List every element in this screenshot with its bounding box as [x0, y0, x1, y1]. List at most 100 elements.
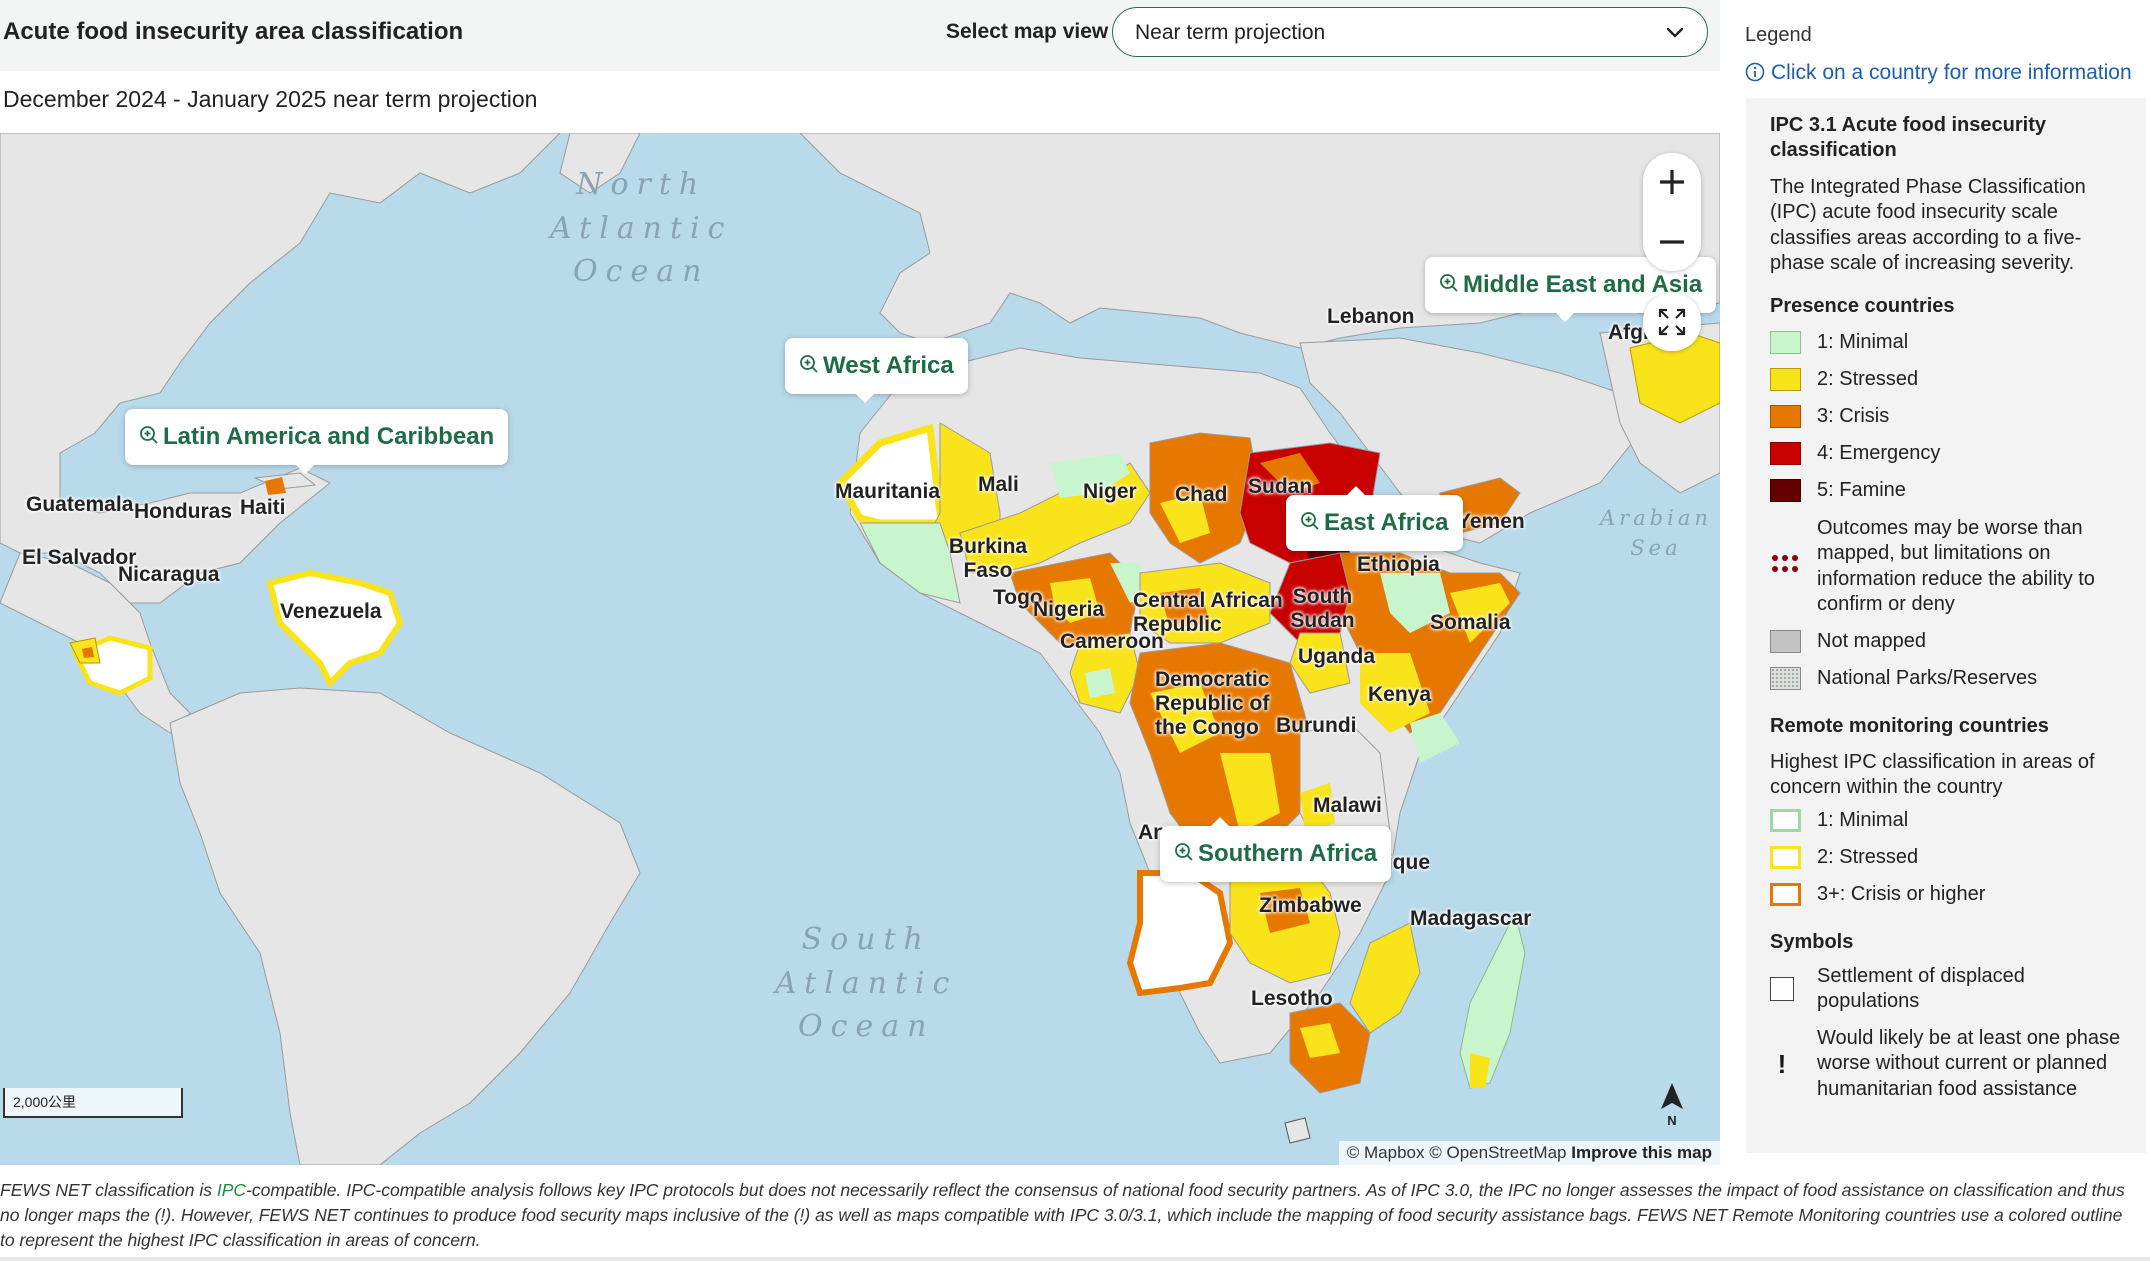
map-view-select-value: Near term projection: [1135, 21, 1326, 44]
mapbox-link[interactable]: © Mapbox: [1346, 1143, 1425, 1162]
legend-remote-stressed: 2: Stressed: [1770, 846, 1918, 869]
place-label-cameroon: Cameroon: [1060, 630, 1164, 653]
legend-outcomes-worse: Outcomes may be worse than mapped, but l…: [1770, 516, 2137, 618]
legend-label: Outcomes may be worse than mapped, but l…: [1817, 517, 2095, 616]
map-canvas[interactable]: North Atlantic Ocean South Atlantic Ocea…: [0, 133, 1720, 1165]
ocean-label-south-atlantic: South Atlantic Ocean: [775, 918, 957, 1049]
place-label-yemen: Yemen: [1457, 510, 1525, 533]
place-label-lesotho: Lesotho: [1251, 987, 1333, 1010]
country-info-text: Click on a country for more information: [1771, 61, 2132, 84]
place-label-central-african-republic: Central African Republic: [1133, 589, 1283, 637]
page-title: Acute food insecurity area classificatio…: [3, 18, 464, 45]
ocean-line: Arabian: [1600, 506, 1712, 530]
zoom-in-icon: [139, 424, 159, 452]
country-info-link[interactable]: Click on a country for more information: [1745, 61, 2132, 88]
ipc-description: The Integrated Phase Classification (IPC…: [1770, 176, 2086, 275]
osm-link[interactable]: © OpenStreetMap: [1429, 1143, 1567, 1162]
place-label-sudan: Sudan: [1248, 475, 1313, 498]
region-button-label: Southern Africa: [1198, 840, 1378, 867]
legend-label: 1: Minimal: [1817, 331, 1909, 353]
plus-icon: [1660, 170, 1684, 194]
place-label-mali: Mali: [978, 473, 1019, 496]
legend-label: 2: Stressed: [1817, 368, 1919, 390]
legend-presence-stressed: 2: Stressed: [1770, 368, 1918, 391]
zoom-out-button[interactable]: [1643, 213, 1701, 271]
legend-label: 2: Stressed: [1817, 846, 1919, 868]
region-button-west-africa[interactable]: West Africa: [785, 338, 968, 403]
place-label-nicaragua: Nicaragua: [118, 563, 220, 586]
legend-heading: Legend: [1745, 24, 1812, 46]
symbols-title: Symbols: [1770, 931, 1854, 953]
north-label: N: [1667, 1113, 1676, 1127]
place-label-uganda: Uganda: [1298, 645, 1376, 668]
legend-label: 1: Minimal: [1817, 809, 1909, 831]
swatch-not-mapped: [1770, 630, 1801, 653]
legend-not-mapped: Not mapped: [1770, 630, 1926, 653]
place-label-south-sudan: South Sudan: [1290, 585, 1355, 633]
chevron-down-icon: [1665, 22, 1685, 47]
map-view-label: Select map view: [946, 20, 1109, 43]
place-label-niger: Niger: [1083, 480, 1137, 503]
region-button-label: East Africa: [1324, 509, 1449, 536]
legend-label: National Parks/Reserves: [1817, 667, 2038, 689]
place-label-zimbabwe: Zimbabwe: [1259, 894, 1362, 917]
ocean-line: North: [576, 167, 707, 202]
legend-label: Would likely be at least one phase worse…: [1817, 1027, 2121, 1100]
map-view-select[interactable]: Near term projection: [1112, 7, 1708, 57]
legend-remote-crisis: 3+: Crisis or higher: [1770, 883, 1985, 906]
legend-settlement: Settlement of displaced populations: [1770, 964, 2117, 1015]
legend-presence-crisis: 3: Crisis: [1770, 405, 1889, 428]
region-button-latin-america[interactable]: Latin America and Caribbean: [125, 409, 509, 474]
swatch-famine: [1770, 479, 1801, 502]
ocean-line: Ocean: [798, 1009, 935, 1044]
header-bar: Acute food insecurity area classificatio…: [0, 0, 1720, 71]
remote-title: Remote monitoring countries: [1770, 715, 2049, 737]
place-label-haiti: Haiti: [240, 496, 286, 519]
presence-title: Presence countries: [1770, 295, 1955, 317]
dots-icon: [1770, 553, 1801, 580]
ocean-label-north-atlantic: North Atlantic Ocean: [550, 163, 732, 294]
legend-presence-minimal: 1: Minimal: [1770, 331, 1908, 354]
swatch-minimal: [1770, 331, 1801, 354]
scale-bar: 2,000公里: [3, 1088, 183, 1118]
ocean-line: South: [801, 922, 931, 957]
legend-label: Not mapped: [1817, 630, 1926, 652]
zoom-in-icon: [799, 353, 819, 381]
legend-parks: National Parks/Reserves: [1770, 667, 2037, 690]
fullscreen-button[interactable]: [1643, 293, 1701, 351]
place-label-kenya: Kenya: [1368, 683, 1432, 706]
swatch-stressed: [1770, 368, 1801, 391]
legend-label: 3: Crisis: [1817, 405, 1890, 427]
place-label-venezuela: Venezuela: [280, 600, 382, 623]
place-label-burundi: Burundi: [1276, 714, 1357, 737]
legend-label: Settlement of displaced populations: [1817, 965, 2025, 1013]
region-button-southern-africa[interactable]: Southern Africa: [1160, 817, 1392, 882]
place-label-lebanon: Lebanon: [1327, 305, 1415, 328]
region-button-east-africa[interactable]: East Africa: [1286, 486, 1463, 551]
ocean-line: Atlantic: [775, 965, 958, 1001]
ocean-line: Atlantic: [550, 210, 733, 246]
zoom-in-icon: [1439, 272, 1459, 300]
place-label-nigeria: Nigeria: [1033, 598, 1105, 621]
place-label-somalia: Somalia: [1430, 611, 1511, 634]
place-label-guatemala: Guatemala: [26, 493, 134, 516]
zoom-control: [1643, 153, 1701, 271]
footnote-text: -compatible. IPC-compatible analysis fol…: [0, 1180, 2125, 1250]
place-label-burkina-faso: Burkina Faso: [948, 535, 1028, 583]
projection-subtitle: December 2024 - January 2025 near term p…: [3, 86, 538, 112]
place-label-drc: Democratic Republic of the Congo: [1155, 668, 1270, 740]
settlement-icon: [1770, 977, 1794, 1002]
zoom-in-button[interactable]: [1643, 153, 1701, 211]
ipc-link[interactable]: IPC: [216, 1180, 247, 1200]
region-button-label: West Africa: [823, 352, 954, 379]
region-button-label: Latin America and Caribbean: [163, 423, 495, 450]
outline-minimal: [1770, 809, 1801, 832]
place-label-ethiopia: Ethiopia: [1357, 553, 1440, 576]
swatch-emergency: [1770, 442, 1801, 465]
ocean-label-arabian-sea: Arabian Sea: [1600, 503, 1712, 564]
legend-panel: IPC 3.1 Acute food insecurity classifica…: [1746, 98, 2146, 1153]
ocean-line: Ocean: [573, 254, 710, 289]
outline-stressed: [1770, 846, 1801, 869]
improve-map-link[interactable]: Improve this map: [1571, 1143, 1712, 1162]
outline-crisis: [1770, 883, 1801, 906]
